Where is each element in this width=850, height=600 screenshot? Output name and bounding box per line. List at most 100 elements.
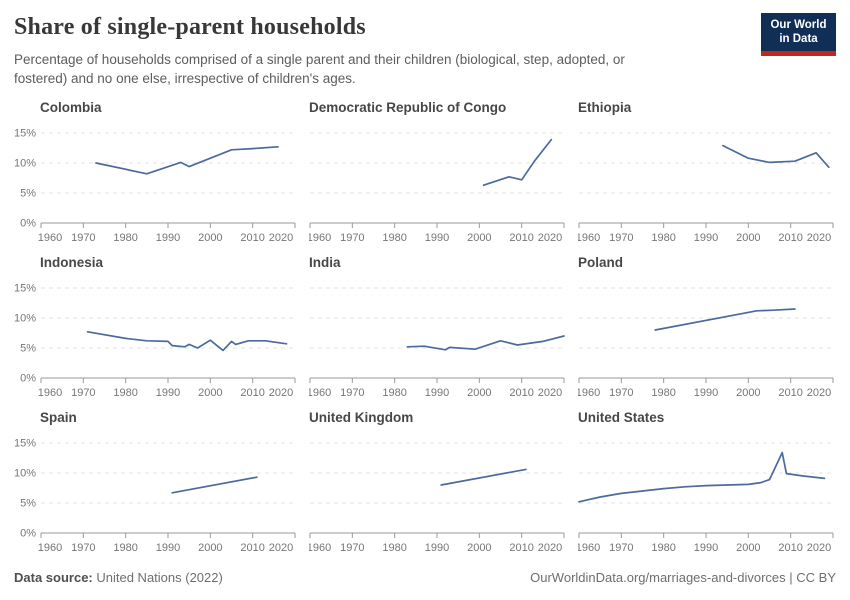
y-tick-label: 15% [14, 437, 36, 449]
owid-logo-line2: in Data [779, 33, 818, 46]
x-tick-label: 1960 [309, 542, 331, 554]
chart-panel: United States 1960 1970 1980 1990 2000 2010 202… [578, 410, 836, 560]
data-line [578, 451, 826, 503]
chart-plot[interactable]: 1960 1970 1980 1990 2000 2010 2020 [578, 120, 836, 250]
x-tick-label: 2020 [538, 542, 562, 554]
chart-plot[interactable]: 1960 1970 1980 1990 2000 2010 2020 [578, 275, 836, 405]
y-tick-label: 5% [20, 187, 36, 199]
x-tick-label: 2010 [509, 387, 533, 399]
x-tick-label: 1960 [38, 232, 62, 244]
x-tick-label: 1980 [651, 232, 675, 244]
y-tick-label: 15% [14, 127, 36, 139]
x-tick-label: 1980 [382, 542, 406, 554]
data-source: Data source: United Nations (2022) [14, 570, 223, 585]
x-tick-label: 2010 [778, 542, 802, 554]
x-tick-label: 2000 [198, 232, 222, 244]
x-tick-label: 2020 [269, 542, 293, 554]
x-tick-label: 1990 [694, 387, 718, 399]
data-line [95, 145, 279, 175]
footer: Data source: United Nations (2022) OurWo… [14, 570, 836, 585]
y-tick-label: 5% [20, 342, 36, 354]
chart-panel: Ethiopia 1960 1970 1980 1990 2000 2010 2020 [578, 100, 836, 250]
x-tick-label: 2020 [269, 387, 293, 399]
chart-plot[interactable]: 1960 1970 1980 1990 2000 2010 2020 [309, 120, 567, 250]
x-tick-label: 1990 [694, 542, 718, 554]
chart-panel-title: India [309, 254, 341, 270]
x-tick-label: 1980 [382, 387, 406, 399]
chart-panel-title: Democratic Republic of Congo [309, 99, 507, 115]
x-tick-label: 1960 [578, 387, 600, 399]
x-tick-label: 1980 [113, 542, 137, 554]
x-tick-label: 2000 [467, 387, 491, 399]
data-source-label: Data source: [14, 569, 93, 585]
x-tick-label: 2020 [807, 232, 831, 244]
x-tick-label: 1980 [651, 542, 675, 554]
x-tick-label: 2000 [736, 232, 760, 244]
owid-logo: Our World in Data [761, 13, 836, 56]
page-subtitle: Percentage of households comprised of a … [14, 51, 625, 86]
page-title: Share of single-parent households [14, 14, 366, 40]
x-tick-label: 1990 [156, 387, 180, 399]
y-tick-label: 15% [14, 282, 36, 294]
x-tick-label: 1990 [694, 232, 718, 244]
footer-link[interactable]: OurWorldinData.org/marriages-and-divorce… [530, 569, 836, 585]
x-tick-label: 2000 [467, 542, 491, 554]
x-tick-label: 1970 [340, 387, 364, 399]
x-tick-label: 1990 [425, 387, 449, 399]
x-tick-label: 1970 [609, 542, 633, 554]
x-tick-label: 2020 [538, 232, 562, 244]
x-tick-label: 2010 [240, 232, 264, 244]
x-tick-label: 1980 [113, 232, 137, 244]
y-tick-label: 0% [20, 372, 36, 384]
x-tick-label: 1980 [382, 232, 406, 244]
chart-plot[interactable]: 1960 1970 1980 1990 2000 2010 2020 0% 5% 10% 15% [14, 120, 298, 250]
chart-plot[interactable]: 1960 1970 1980 1990 2000 2010 2020 [309, 430, 567, 560]
data-line [86, 330, 288, 352]
y-tick-label: 10% [14, 467, 36, 479]
chart-panel: Indonesia 1960 1970 1980 1990 2000 2010 2020 0% 5… [14, 255, 298, 405]
x-tick-label: 1970 [340, 542, 364, 554]
x-tick-label: 2020 [807, 387, 831, 399]
x-tick-label: 2010 [509, 542, 533, 554]
header: Share of single-parent households Percen… [14, 13, 836, 88]
x-tick-label: 2000 [736, 387, 760, 399]
chart-plot[interactable]: 1960 1970 1980 1990 2000 2010 2020 [309, 275, 567, 405]
x-tick-label: 1970 [71, 542, 95, 554]
chart-panel-title: Spain [40, 409, 77, 425]
data-line [171, 476, 258, 494]
chart-panel-title: Colombia [40, 99, 102, 115]
chart-plot[interactable]: 1960 1970 1980 1990 2000 2010 2020 0% 5% 10% 15% [14, 430, 298, 560]
data-source-value: United Nations (2022) [92, 569, 223, 585]
x-tick-label: 2010 [778, 387, 802, 399]
x-tick-label: 2020 [538, 387, 562, 399]
chart-panel-title: Ethiopia [578, 99, 632, 115]
chart-plot[interactable]: 1960 1970 1980 1990 2000 2010 2020 [578, 430, 836, 560]
x-tick-label: 2000 [198, 387, 222, 399]
x-tick-label: 1990 [425, 232, 449, 244]
chart-panel: United Kingdom 1960 1970 1980 1990 2000 2010 20… [309, 410, 567, 560]
chart-panel-title: Indonesia [40, 254, 104, 270]
y-tick-label: 10% [14, 157, 36, 169]
x-tick-label: 1960 [578, 232, 600, 244]
x-tick-label: 2000 [198, 542, 222, 554]
x-tick-label: 1990 [156, 542, 180, 554]
chart-plot[interactable]: 1960 1970 1980 1990 2000 2010 2020 0% 5% 10% 15% [14, 275, 298, 405]
y-tick-label: 10% [14, 312, 36, 324]
x-tick-label: 2000 [736, 542, 760, 554]
y-tick-label: 5% [20, 497, 36, 509]
x-tick-label: 2020 [807, 542, 831, 554]
x-tick-label: 1960 [38, 387, 62, 399]
x-tick-label: 1980 [113, 387, 137, 399]
chart-panel: Spain 1960 1970 1980 1990 2000 2010 2020 0% 5% 10%… [14, 410, 298, 560]
chart-panel-title: Poland [578, 254, 624, 270]
x-tick-label: 2010 [778, 232, 802, 244]
chart-panel: Democratic Republic of Congo 1960 1970 1980… [309, 100, 567, 250]
x-tick-label: 1980 [651, 387, 675, 399]
x-tick-label: 1970 [609, 387, 633, 399]
x-tick-label: 1990 [156, 232, 180, 244]
x-tick-label: 1960 [309, 232, 331, 244]
x-tick-label: 2000 [467, 232, 491, 244]
chart-panel: India 1960 1970 1980 1990 2000 2010 2020 [309, 255, 567, 405]
charts-grid: Colombia 1960 1970 1980 1990 2000 2010 2020 0% 5%… [14, 100, 836, 560]
